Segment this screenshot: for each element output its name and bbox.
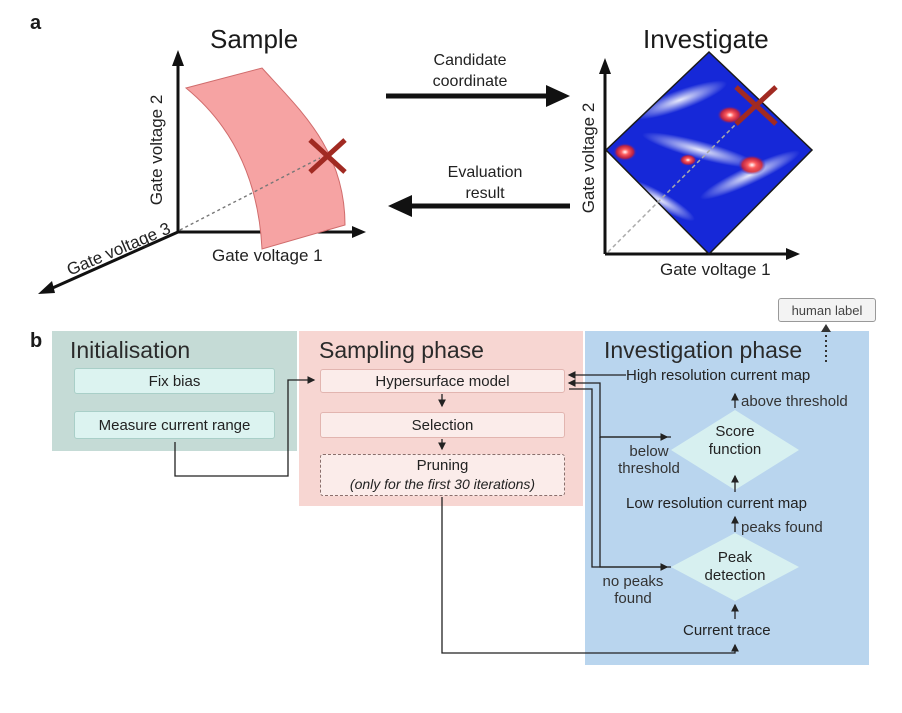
evaluation-result-label: Evaluation result bbox=[420, 162, 550, 204]
peak-line1: Peak bbox=[717, 549, 753, 566]
peak-line2: detection bbox=[704, 567, 766, 584]
below-line2: threshold bbox=[618, 460, 680, 477]
candidate-coordinate-label: Candidate coordinate bbox=[405, 50, 535, 92]
score-line1: Score bbox=[715, 423, 755, 440]
panel-a-letter: a bbox=[30, 12, 42, 34]
initialisation-title: Initialisation bbox=[70, 337, 191, 363]
score-function-label: Score function bbox=[695, 423, 775, 459]
no-peaks-label: no peaks found bbox=[588, 573, 678, 607]
panel-b-letter: b bbox=[30, 330, 43, 352]
candidate-arrow bbox=[386, 85, 570, 107]
hypersurface bbox=[184, 67, 346, 250]
peak-detection-diamond bbox=[671, 533, 799, 601]
candidate-label-line1: Candidate bbox=[433, 52, 507, 69]
low-res-map-label: Low resolution current map bbox=[626, 495, 807, 512]
peaks-found-label: peaks found bbox=[741, 519, 823, 536]
score-line2: function bbox=[708, 441, 762, 458]
evaluation-arrow bbox=[388, 195, 570, 217]
below-line1: below bbox=[629, 443, 669, 460]
candidate-cross-right bbox=[734, 85, 778, 126]
investigate-title: Investigate bbox=[643, 24, 769, 54]
investigation-title: Investigation phase bbox=[604, 337, 803, 363]
human-label-box: human label bbox=[778, 298, 876, 322]
score-function-diamond bbox=[671, 410, 799, 490]
evaluation-label-line1: Evaluation bbox=[447, 164, 523, 181]
candidate-cross-left bbox=[308, 138, 347, 174]
left-x-axis-label: Gate voltage 1 bbox=[212, 246, 323, 265]
sample-title: Sample bbox=[210, 24, 299, 54]
high-res-map-label: High resolution current map bbox=[626, 367, 811, 384]
right-x-axis-label: Gate voltage 1 bbox=[660, 260, 771, 279]
hypersurface-model-box: Hypersurface model bbox=[320, 369, 565, 393]
peak-detection-label: Peak detection bbox=[695, 549, 775, 585]
measure-current-range-box: Measure current range bbox=[74, 411, 275, 439]
pruning-note: (only for the first 30 iterations) bbox=[349, 476, 536, 492]
investigate-axes bbox=[599, 58, 800, 260]
pruning-box: Pruning (only for the first 30 iteration… bbox=[320, 454, 565, 496]
sampling-title: Sampling phase bbox=[319, 337, 484, 363]
no-peaks-line1: no peaks bbox=[602, 573, 664, 590]
fix-bias-box: Fix bias bbox=[74, 368, 275, 394]
no-peaks-line2: found bbox=[614, 590, 652, 607]
investigation-phase bbox=[585, 331, 869, 665]
evaluation-label-line2: result bbox=[465, 185, 505, 202]
current-trace-label: Current trace bbox=[683, 622, 771, 639]
pruning-label: Pruning bbox=[416, 457, 469, 474]
candidate-label-line2: coordinate bbox=[432, 73, 508, 90]
above-threshold-label: above threshold bbox=[741, 393, 848, 410]
below-threshold-label: below threshold bbox=[604, 443, 694, 477]
selection-box: Selection bbox=[320, 412, 565, 438]
